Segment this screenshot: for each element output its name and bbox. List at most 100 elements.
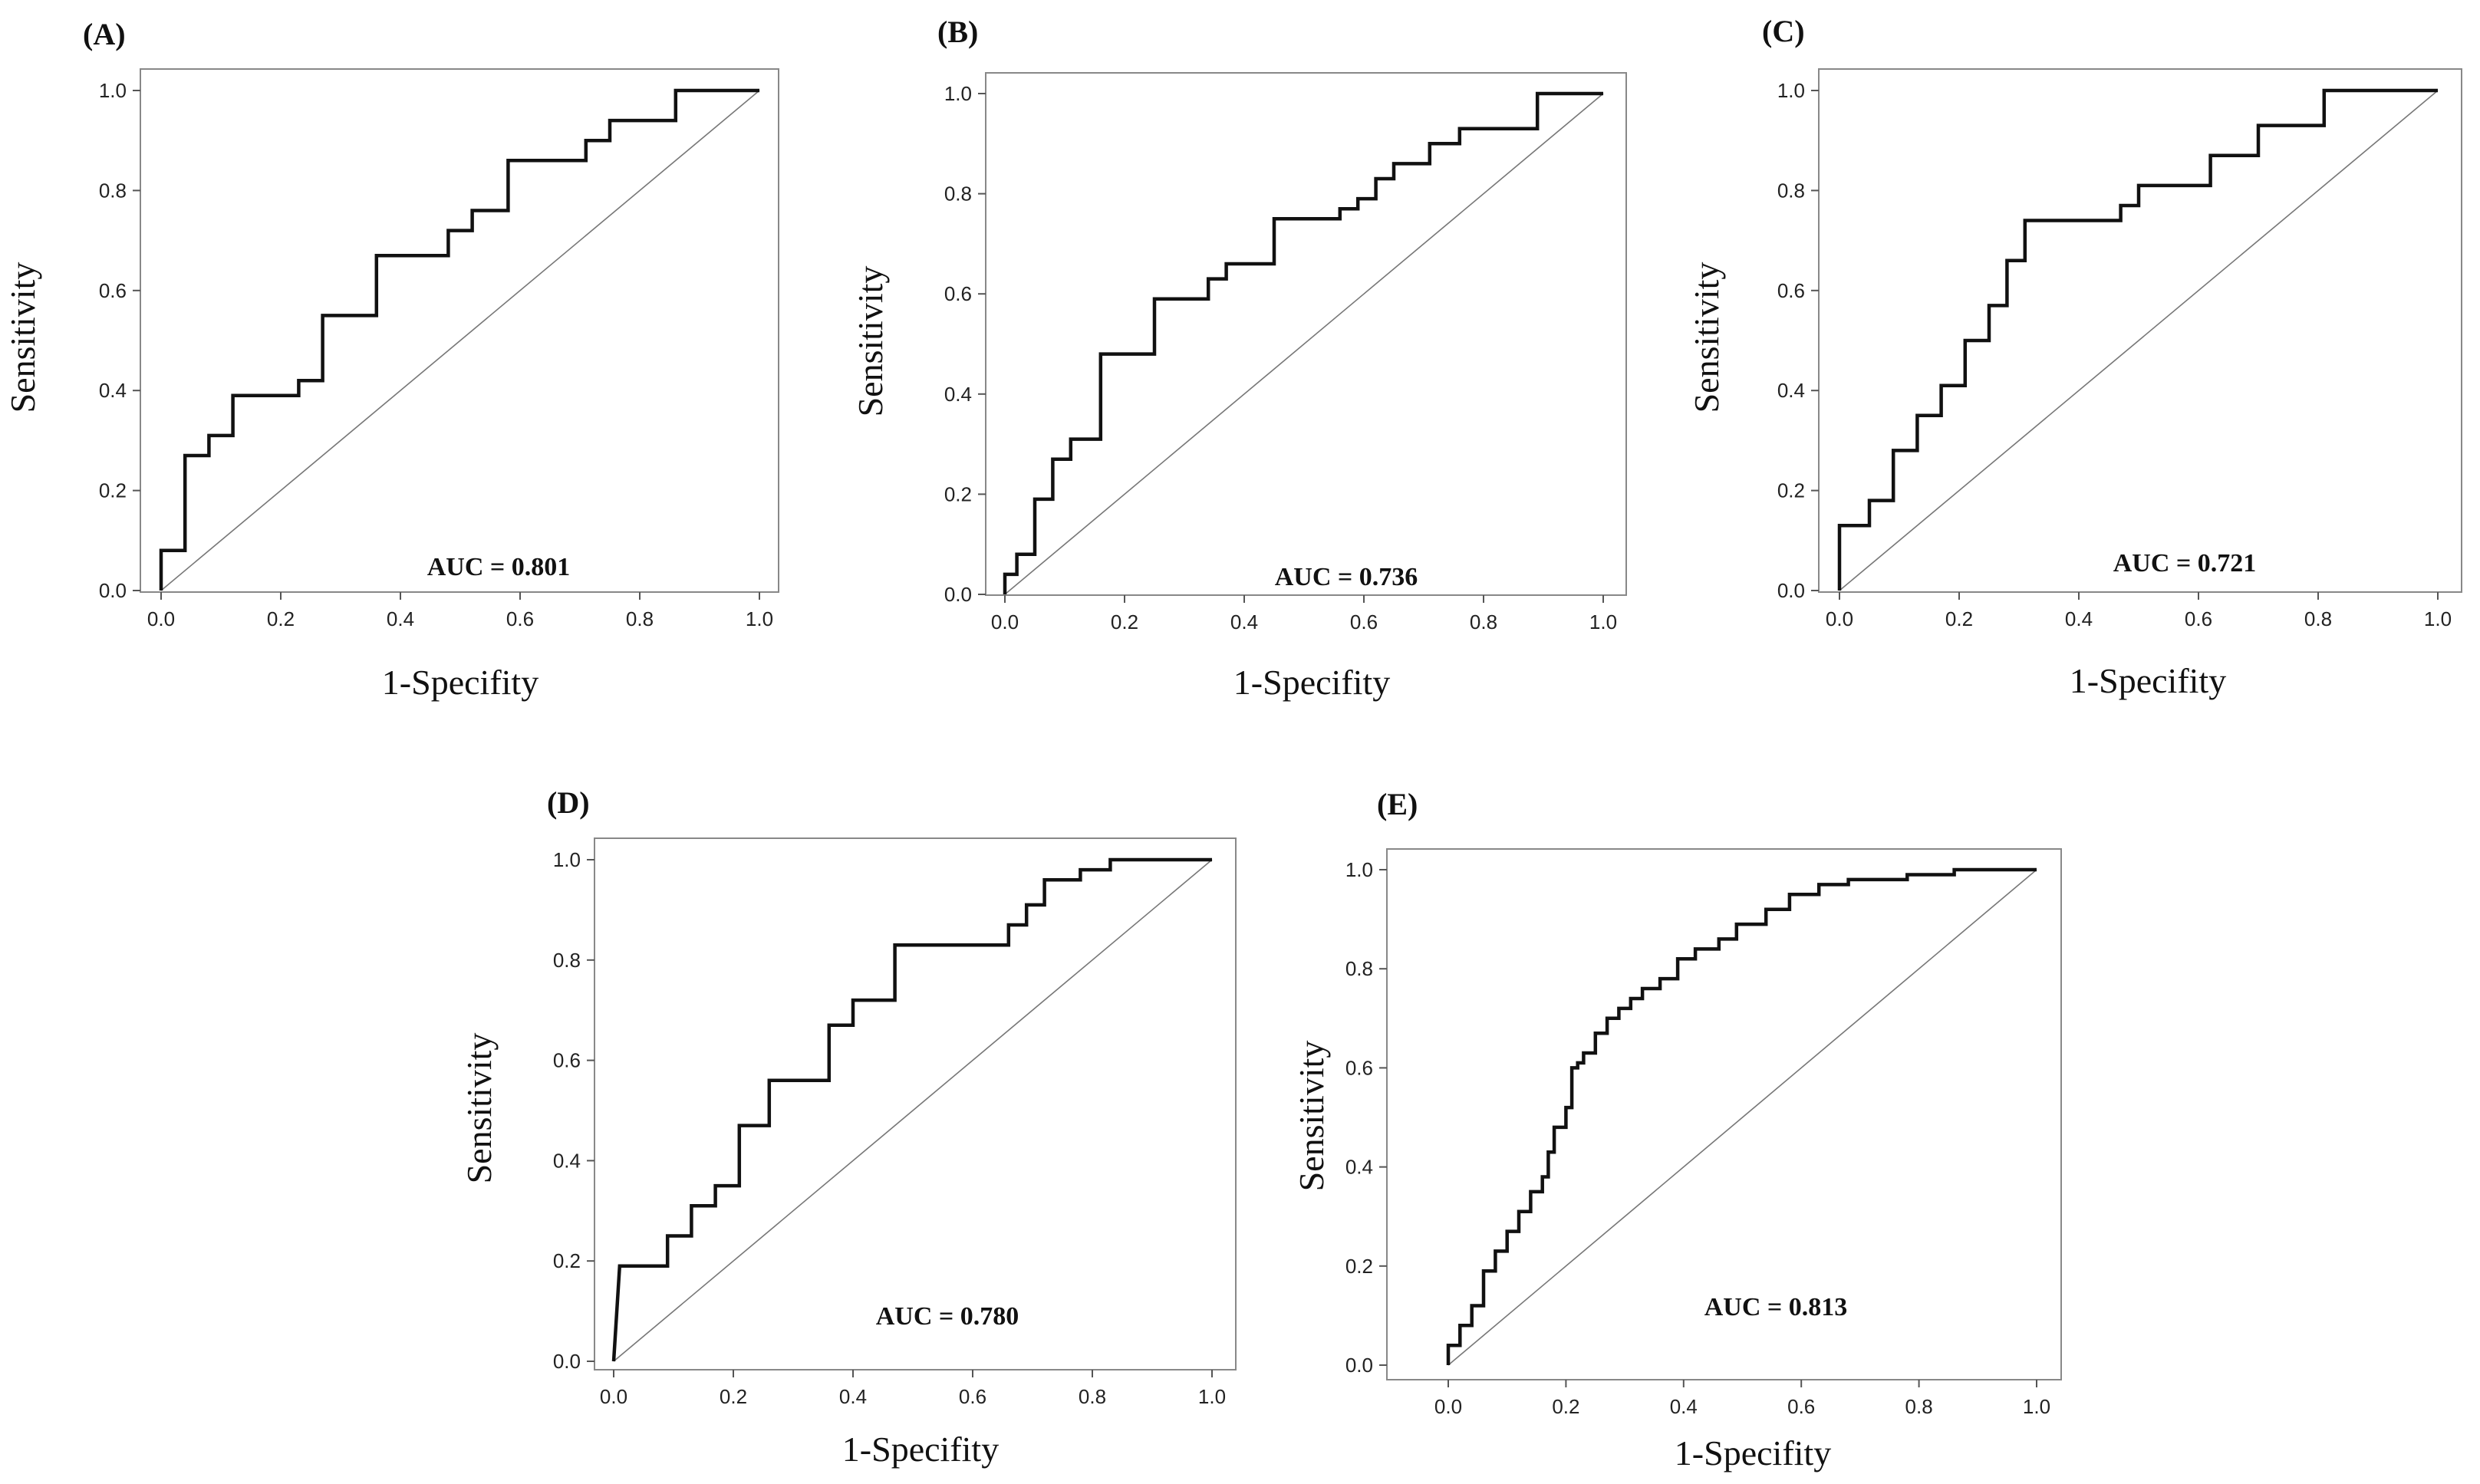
- x-tick-label: 0.2: [267, 607, 295, 630]
- x-tick-label: 0.6: [959, 1385, 986, 1408]
- x-tick-label: 0.8: [1079, 1385, 1106, 1408]
- panel-label: (D): [547, 785, 590, 820]
- x-tick-label: 0.6: [2185, 607, 2212, 630]
- y-tick-label: 0.2: [99, 479, 127, 502]
- y-tick-label: 0.2: [1345, 1255, 1373, 1278]
- roc-curve-line: [1446, 867, 2037, 1365]
- y-tick-label: 0.6: [944, 282, 972, 305]
- roc-panel-4: 0.0 0.2 0.4 0.6 0.8 1.0 0.0 0.2 0.4 0.6 0.8 1.0 (E) 1…: [1292, 787, 2062, 1472]
- auc-annotation: AUC = 0.780: [876, 1302, 1019, 1331]
- auc-annotation: AUC = 0.813: [1704, 1293, 1848, 1321]
- y-axis-label: Sensitivity: [3, 262, 42, 413]
- reference-diagonal: [1839, 90, 2439, 591]
- y-tick-label: 0.2: [1777, 479, 1805, 502]
- auc-annotation: AUC = 0.801: [427, 553, 571, 581]
- y-tick-label: 0.0: [1345, 1354, 1373, 1377]
- x-tick-label: 0.6: [1350, 610, 1378, 633]
- roc-curve-line: [1837, 88, 2438, 591]
- roc-curve-line: [1003, 91, 1603, 594]
- reference-diagonal: [1004, 93, 1604, 595]
- reference-diagonal: [1447, 869, 2037, 1366]
- x-tick-label: 0.0: [1826, 607, 1853, 630]
- y-tick-label: 0.4: [1777, 379, 1805, 402]
- y-tick-label: 0.4: [99, 379, 127, 402]
- x-tick-label: 0.0: [1434, 1395, 1462, 1418]
- y-tick-label: 0.0: [1777, 579, 1805, 602]
- y-axis-label: Sensitivity: [851, 266, 890, 417]
- y-tick-label: 0.2: [553, 1249, 581, 1272]
- y-axis-label: Sensitivity: [1687, 262, 1726, 413]
- panel-label: (C): [1762, 14, 1805, 48]
- auc-annotation: AUC = 0.736: [1275, 563, 1418, 591]
- y-tick-label: 0.0: [99, 579, 127, 602]
- y-tick-label: 1.0: [553, 848, 581, 871]
- x-tick-label: 0.4: [1230, 610, 1258, 633]
- x-tick-label: 1.0: [1589, 610, 1617, 633]
- y-tick-label: 0.4: [944, 383, 972, 406]
- panel-label: (B): [937, 15, 978, 49]
- plot-frame: [985, 72, 1627, 596]
- x-axis-label: 1-Specifity: [382, 663, 538, 702]
- plot-frame: [1386, 848, 2062, 1380]
- x-tick-label: 0.0: [147, 607, 175, 630]
- x-tick-label: 0.4: [839, 1385, 867, 1408]
- x-tick-label: 0.0: [991, 610, 1019, 633]
- x-tick-label: 0.4: [2065, 607, 2093, 630]
- y-tick-label: 0.6: [553, 1049, 581, 1072]
- x-tick-label: 0.4: [1670, 1395, 1698, 1418]
- x-tick-label: 0.6: [506, 607, 534, 630]
- panel-label: (E): [1377, 787, 1418, 821]
- x-tick-label: 0.8: [1905, 1395, 1933, 1418]
- x-axis-label: 1-Specifity: [1675, 1433, 1831, 1472]
- plot-frame: [594, 837, 1237, 1370]
- y-tick-label: 0.2: [944, 482, 972, 505]
- y-tick-label: 0.6: [1345, 1056, 1373, 1079]
- roc-panel-0: 0.0 0.2 0.4 0.6 0.8 1.0 0.0 0.2 0.4 0.6 0.8 1.0 (A) 1…: [3, 17, 779, 702]
- reference-diagonal: [613, 859, 1213, 1362]
- y-axis-label: Sensitivity: [1292, 1041, 1331, 1192]
- x-tick-label: 0.8: [2304, 607, 2332, 630]
- y-tick-label: 0.6: [1777, 279, 1805, 302]
- x-tick-label: 0.2: [720, 1385, 747, 1408]
- roc-panel-3: 0.0 0.2 0.4 0.6 0.8 1.0 0.0 0.2 0.4 0.6 0.8 1.0 (D) 1…: [459, 785, 1237, 1469]
- roc-panel-1: 0.0 0.2 0.4 0.6 0.8 1.0 0.0 0.2 0.4 0.6 0.8 1.0 (B) 1…: [851, 15, 1627, 702]
- y-tick-label: 0.8: [1345, 957, 1373, 980]
- plot-frame: [140, 68, 779, 593]
- x-tick-label: 1.0: [2023, 1395, 2050, 1418]
- roc-curve-line: [611, 857, 1212, 1362]
- y-tick-label: 0.4: [1345, 1156, 1373, 1179]
- x-axis-label: 1-Specifity: [842, 1430, 999, 1469]
- y-tick-label: 0.8: [553, 949, 581, 972]
- roc-panel-2: 0.0 0.2 0.4 0.6 0.8 1.0 0.0 0.2 0.4 0.6 0.8 1.0 (C) 1…: [1687, 14, 2462, 700]
- y-tick-label: 1.0: [944, 82, 972, 105]
- y-tick-label: 0.0: [944, 583, 972, 606]
- y-tick-label: 0.8: [99, 179, 127, 202]
- y-tick-label: 0.6: [99, 279, 127, 302]
- x-tick-label: 1.0: [2424, 607, 2452, 630]
- y-axis-label: Sensitivity: [459, 1033, 499, 1184]
- y-tick-label: 0.4: [553, 1149, 581, 1172]
- x-axis-label: 1-Specifity: [2070, 661, 2226, 700]
- y-tick-label: 0.8: [944, 183, 972, 206]
- y-tick-label: 1.0: [99, 79, 127, 102]
- y-tick-label: 1.0: [1777, 79, 1805, 102]
- panel-label: (A): [83, 17, 126, 51]
- plot-frame: [1818, 68, 2462, 593]
- x-tick-label: 0.2: [1552, 1395, 1579, 1418]
- x-tick-label: 1.0: [1198, 1385, 1226, 1408]
- x-tick-label: 0.0: [600, 1385, 627, 1408]
- auc-annotation: AUC = 0.721: [2113, 549, 2257, 577]
- x-tick-label: 0.8: [626, 607, 654, 630]
- roc-curve-line: [159, 88, 759, 591]
- x-tick-label: 0.6: [1787, 1395, 1815, 1418]
- x-tick-label: 1.0: [746, 607, 773, 630]
- x-axis-label: 1-Specifity: [1233, 663, 1390, 702]
- x-tick-label: 0.2: [1945, 607, 1973, 630]
- y-tick-label: 1.0: [1345, 858, 1373, 881]
- x-tick-label: 0.4: [387, 607, 414, 630]
- x-tick-label: 0.2: [1111, 610, 1138, 633]
- y-tick-label: 0.8: [1777, 179, 1805, 202]
- x-tick-label: 0.8: [1470, 610, 1497, 633]
- y-tick-label: 0.0: [553, 1350, 581, 1373]
